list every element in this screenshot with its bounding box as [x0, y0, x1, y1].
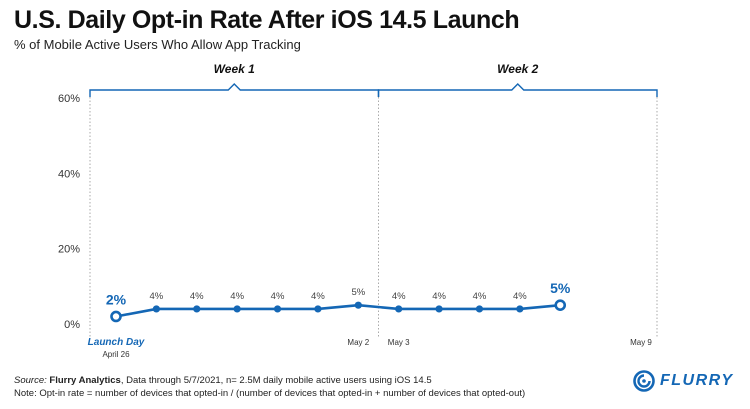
data-label: 5% — [351, 287, 365, 298]
data-point — [233, 305, 241, 313]
y-tick-label: 20% — [58, 244, 80, 256]
x-tick-label: May 9 — [630, 338, 652, 347]
data-label-emphasized: 2% — [106, 291, 127, 307]
data-point — [395, 305, 403, 313]
week-label: Week 1 — [214, 62, 255, 76]
data-label: 4% — [513, 291, 527, 302]
data-label: 4% — [271, 291, 285, 302]
chart-footer: Source: Flurry Analytics, Data through 5… — [14, 375, 525, 400]
x-tick-label: April 26 — [102, 350, 130, 359]
data-point-emphasized — [110, 310, 122, 323]
flurry-swirl-icon — [633, 370, 655, 392]
data-point-emphasized — [554, 299, 567, 311]
data-point — [435, 305, 443, 313]
week-bracket — [89, 83, 380, 97]
source-details: , Data through 5/7/2021, n= 2.5M daily m… — [120, 375, 432, 386]
chart-title: U.S. Daily Opt-in Rate After iOS 14.5 La… — [14, 6, 520, 34]
data-label: 4% — [230, 291, 244, 302]
data-point — [475, 305, 484, 313]
y-tick-label: 60% — [58, 93, 80, 105]
source-line: Source: Flurry Analytics, Data through 5… — [14, 375, 525, 388]
week-label: Week 2 — [497, 62, 538, 76]
data-point — [314, 305, 322, 313]
data-point — [354, 301, 362, 309]
data-label-emphasized: 5% — [550, 280, 571, 296]
data-label: 4% — [432, 291, 446, 302]
week-bracket — [377, 83, 658, 97]
source-label: Source: — [14, 375, 47, 386]
opt-in-rate-line-chart: 0% 20% 40% 60% Week 1 Week 2 2% 4% 4% 4% 4% 4% 5% 4% 4… — [58, 62, 658, 359]
data-point — [273, 305, 282, 313]
launch-day-label: Launch Day — [88, 337, 145, 348]
source-name: Flurry Analytics — [49, 375, 121, 386]
data-label: 4% — [311, 291, 325, 302]
data-point — [152, 305, 160, 313]
data-label: 4% — [392, 291, 406, 302]
y-tick-label: 0% — [64, 319, 80, 331]
flurry-logo: FLURRY — [633, 370, 734, 392]
flurry-logo-text: FLURRY — [660, 372, 734, 389]
data-point — [193, 305, 201, 313]
series-line — [115, 303, 561, 318]
note-line: Note: Opt-in rate = number of devices th… — [14, 387, 526, 399]
data-point — [516, 305, 524, 313]
y-tick-label: 40% — [58, 168, 80, 180]
chart-subtitle: % of Mobile Active Users Who Allow App T… — [14, 37, 301, 52]
data-label: 4% — [473, 291, 487, 302]
data-label: 4% — [190, 291, 204, 302]
x-tick-label: May 2 — [347, 338, 369, 347]
x-tick-label: May 3 — [388, 338, 410, 347]
data-label: 4% — [150, 291, 164, 302]
